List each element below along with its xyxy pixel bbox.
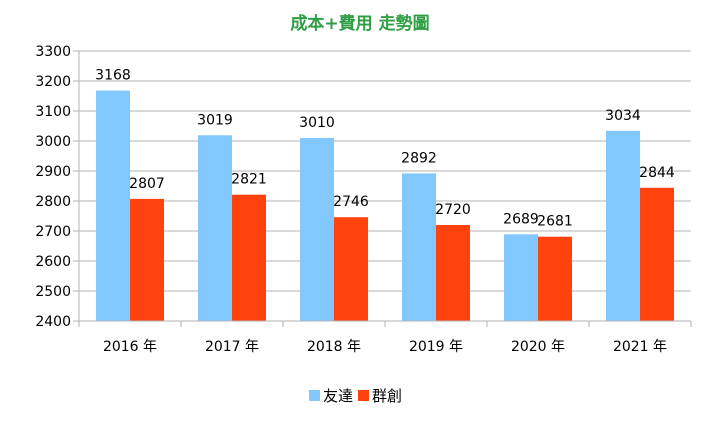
x-category-label: 2021 年 — [613, 339, 667, 355]
x-category-label: 2016 年 — [103, 339, 157, 355]
y-tick-label: 2400 — [35, 314, 71, 330]
x-category-label: 2018 年 — [307, 339, 361, 355]
bar-series2 — [130, 198, 164, 321]
data-label: 2821 — [231, 172, 267, 188]
data-label: 3168 — [95, 68, 131, 84]
legend-label: 群創 — [372, 387, 402, 405]
legend-swatch-series1 — [309, 390, 320, 401]
bars — [96, 90, 674, 321]
bar-series2 — [436, 225, 470, 321]
bar-series1 — [606, 130, 640, 321]
data-label: 2892 — [401, 150, 437, 166]
axes: 2400 2500 2600 2700 2800 2900 3000 3100 3200 3300… — [35, 44, 692, 355]
y-tick-label: 2500 — [35, 284, 71, 300]
data-label: 2746 — [333, 194, 369, 210]
bar-series1 — [198, 135, 232, 321]
y-tick-label: 2900 — [35, 164, 71, 180]
data-label: 2720 — [435, 202, 471, 218]
data-label: 3010 — [299, 115, 335, 131]
data-label: 2844 — [639, 165, 675, 181]
y-tick-label: 2700 — [35, 224, 71, 240]
x-category-label: 2020 年 — [511, 339, 565, 355]
data-label: 3019 — [197, 112, 233, 128]
legend-swatch-series2 — [358, 390, 369, 401]
y-tick-label: 3000 — [35, 134, 71, 150]
legend: 友達 群創 — [309, 387, 402, 405]
data-label: 2681 — [537, 214, 573, 230]
y-tick-label: 2800 — [35, 194, 71, 210]
gridlines — [73, 50, 691, 322]
bar-series2 — [538, 236, 572, 321]
y-tick-label: 3200 — [35, 74, 71, 90]
bar-series1 — [300, 138, 334, 321]
data-labels: 3168 2807 3019 2821 3010 2746 2892 2720 26892681… — [95, 68, 675, 230]
data-label: 2689 — [503, 211, 539, 227]
bar-series2 — [640, 187, 674, 321]
chart-title: 成本+費用 走勢圖 — [290, 13, 429, 34]
data-label: 3034 — [605, 108, 641, 124]
data-label: 2807 — [129, 176, 165, 192]
legend-label: 友達 — [323, 387, 353, 405]
y-tick-label: 3300 — [35, 44, 71, 60]
bar-series2 — [232, 194, 266, 321]
bar-series2 — [334, 217, 368, 321]
bar-series1 — [504, 234, 538, 321]
y-tick-label: 3100 — [35, 104, 71, 120]
y-tick-label: 2600 — [35, 254, 71, 270]
x-category-label: 2019 年 — [409, 339, 463, 355]
bar-series1 — [96, 90, 130, 321]
bar-series1 — [402, 173, 436, 321]
x-category-label: 2017 年 — [205, 339, 259, 355]
